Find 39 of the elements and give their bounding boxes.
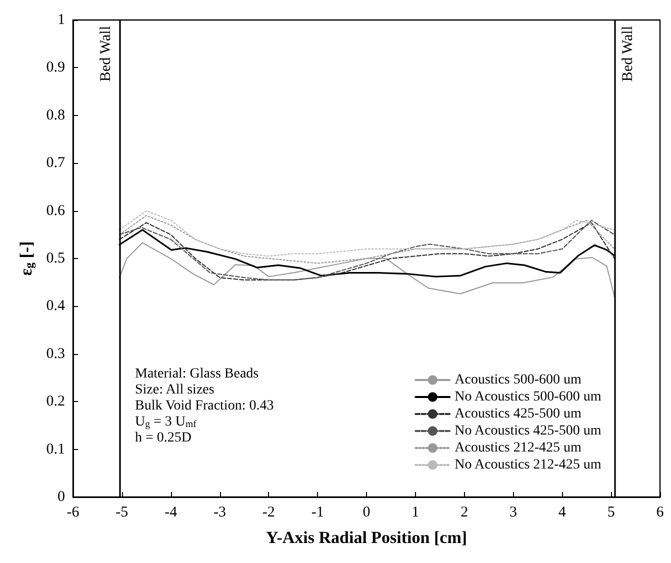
y-axis-title: εg [-] bbox=[16, 241, 36, 276]
x-tick-label: -3 bbox=[214, 504, 226, 520]
annotation: Size: All sizes bbox=[135, 382, 214, 398]
x-tick-label: 3 bbox=[510, 504, 517, 520]
x-tick-label: 5 bbox=[607, 504, 615, 520]
annotation: Material: Glass Beads bbox=[135, 366, 259, 382]
y-tick-label: 0.8 bbox=[46, 107, 65, 124]
legend-label: Acoustics 500-600 um bbox=[454, 372, 582, 388]
annotation: h = 0.25D bbox=[135, 430, 192, 446]
x-tick-label: 6 bbox=[656, 504, 664, 520]
y-tick-label: 0.5 bbox=[46, 250, 65, 266]
annotation: Ug = 3 Umf bbox=[135, 414, 198, 430]
x-tick-label: 0 bbox=[362, 504, 370, 520]
legend-label: Acoustics 212-425 um bbox=[454, 440, 582, 456]
x-tick-label: -4 bbox=[164, 504, 178, 520]
y-tick-label: 1 bbox=[58, 12, 65, 28]
y-tick-label: 0.9 bbox=[46, 60, 65, 76]
x-tick-label: 4 bbox=[558, 504, 566, 520]
x-tick-label: -5 bbox=[116, 504, 128, 520]
ref-line-label: Bed Wall bbox=[620, 26, 636, 82]
legend-label: Acoustics 425-500 um bbox=[454, 406, 582, 422]
legend-label: No Acoustics 212-425 um bbox=[454, 458, 602, 472]
x-tick-label: -6 bbox=[66, 504, 80, 520]
y-tick-label: 0 bbox=[58, 489, 65, 505]
y-tick-label: 0.4 bbox=[46, 298, 66, 314]
x-tick-label: 1 bbox=[412, 504, 420, 520]
x-tick-label: -2 bbox=[262, 504, 275, 520]
y-tick-label: 0.6 bbox=[46, 202, 66, 219]
legend-label: No Acoustics 425-500 um bbox=[454, 424, 602, 438]
annotation: Bulk Void Fraction: 0.43 bbox=[135, 398, 274, 414]
y-tick-label: 0.7 bbox=[46, 155, 66, 172]
y-tick-label: 0.2 bbox=[46, 394, 65, 410]
x-axis-title: Y-Axis Radial Position [cm] bbox=[266, 528, 468, 547]
y-tick-label: 0.1 bbox=[46, 441, 65, 458]
legend-label: No Acoustics 500-600 um bbox=[454, 390, 602, 404]
x-tick-label: -1 bbox=[311, 504, 324, 520]
y-tick-label: 0.3 bbox=[46, 346, 65, 362]
x-tick-label: 2 bbox=[460, 504, 468, 520]
ref-line-label: Bed Wall bbox=[98, 26, 114, 82]
